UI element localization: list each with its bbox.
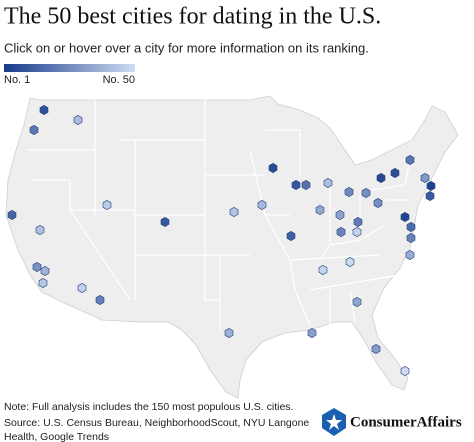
city-marker[interactable] xyxy=(318,265,328,275)
note: Note: Full analysis includes the 150 mos… xyxy=(4,401,293,413)
city-marker[interactable] xyxy=(376,173,386,183)
city-marker[interactable] xyxy=(257,200,267,210)
city-marker[interactable] xyxy=(291,180,301,190)
city-marker[interactable] xyxy=(371,344,381,354)
city-marker[interactable] xyxy=(353,217,363,227)
city-marker[interactable] xyxy=(361,188,371,198)
city-marker[interactable] xyxy=(38,278,48,288)
city-marker[interactable] xyxy=(425,191,435,201)
us-outline xyxy=(5,95,459,399)
city-marker[interactable] xyxy=(29,125,39,135)
us-map xyxy=(5,95,459,399)
city-marker[interactable] xyxy=(301,180,311,190)
city-marker[interactable] xyxy=(95,295,105,305)
city-marker[interactable] xyxy=(335,210,345,220)
city-marker[interactable] xyxy=(315,205,325,215)
city-markers xyxy=(7,105,436,376)
city-marker[interactable] xyxy=(268,163,278,173)
city-marker[interactable] xyxy=(400,366,410,376)
city-marker[interactable] xyxy=(426,181,436,191)
city-marker[interactable] xyxy=(73,115,83,125)
city-marker[interactable] xyxy=(39,105,49,115)
source-line: Source: U.S. Census Bureau, Neighborhood… xyxy=(4,417,309,429)
city-marker[interactable] xyxy=(373,198,383,208)
city-marker[interactable] xyxy=(420,173,430,183)
city-marker[interactable] xyxy=(35,225,45,235)
city-marker[interactable] xyxy=(160,217,170,227)
city-marker[interactable] xyxy=(307,328,317,338)
city-marker[interactable] xyxy=(336,227,346,237)
city-marker[interactable] xyxy=(352,227,362,237)
city-marker[interactable] xyxy=(102,200,112,210)
city-marker[interactable] xyxy=(400,212,410,222)
city-marker[interactable] xyxy=(40,266,50,276)
title: The 50 best cities for dating in the U.S… xyxy=(4,4,381,30)
city-marker[interactable] xyxy=(224,328,234,338)
city-marker[interactable] xyxy=(323,178,333,188)
subtitle: Click on or hover over a city for more i… xyxy=(4,40,369,55)
city-marker[interactable] xyxy=(229,207,239,217)
city-marker[interactable] xyxy=(352,297,362,307)
legend-gradient xyxy=(4,64,135,72)
city-marker[interactable] xyxy=(77,283,87,293)
city-marker[interactable] xyxy=(390,168,400,178)
city-marker[interactable] xyxy=(406,233,416,243)
city-marker[interactable] xyxy=(344,187,354,197)
legend-max: No. 50 xyxy=(103,74,135,86)
brand-star xyxy=(326,414,342,430)
city-marker[interactable] xyxy=(286,231,296,241)
city-marker[interactable] xyxy=(406,222,416,232)
brand-logo: ConsumerAffairs xyxy=(322,408,462,436)
legend-min: No. 1 xyxy=(4,74,30,86)
city-marker[interactable] xyxy=(345,257,355,267)
city-marker[interactable] xyxy=(7,210,17,220)
city-marker[interactable] xyxy=(405,250,415,260)
city-marker[interactable] xyxy=(32,262,42,272)
brand-name: ConsumerAffairs xyxy=(350,414,462,430)
state-lines xyxy=(28,100,411,330)
source-line: Health, Google Trends xyxy=(4,431,109,442)
city-marker[interactable] xyxy=(405,155,415,165)
